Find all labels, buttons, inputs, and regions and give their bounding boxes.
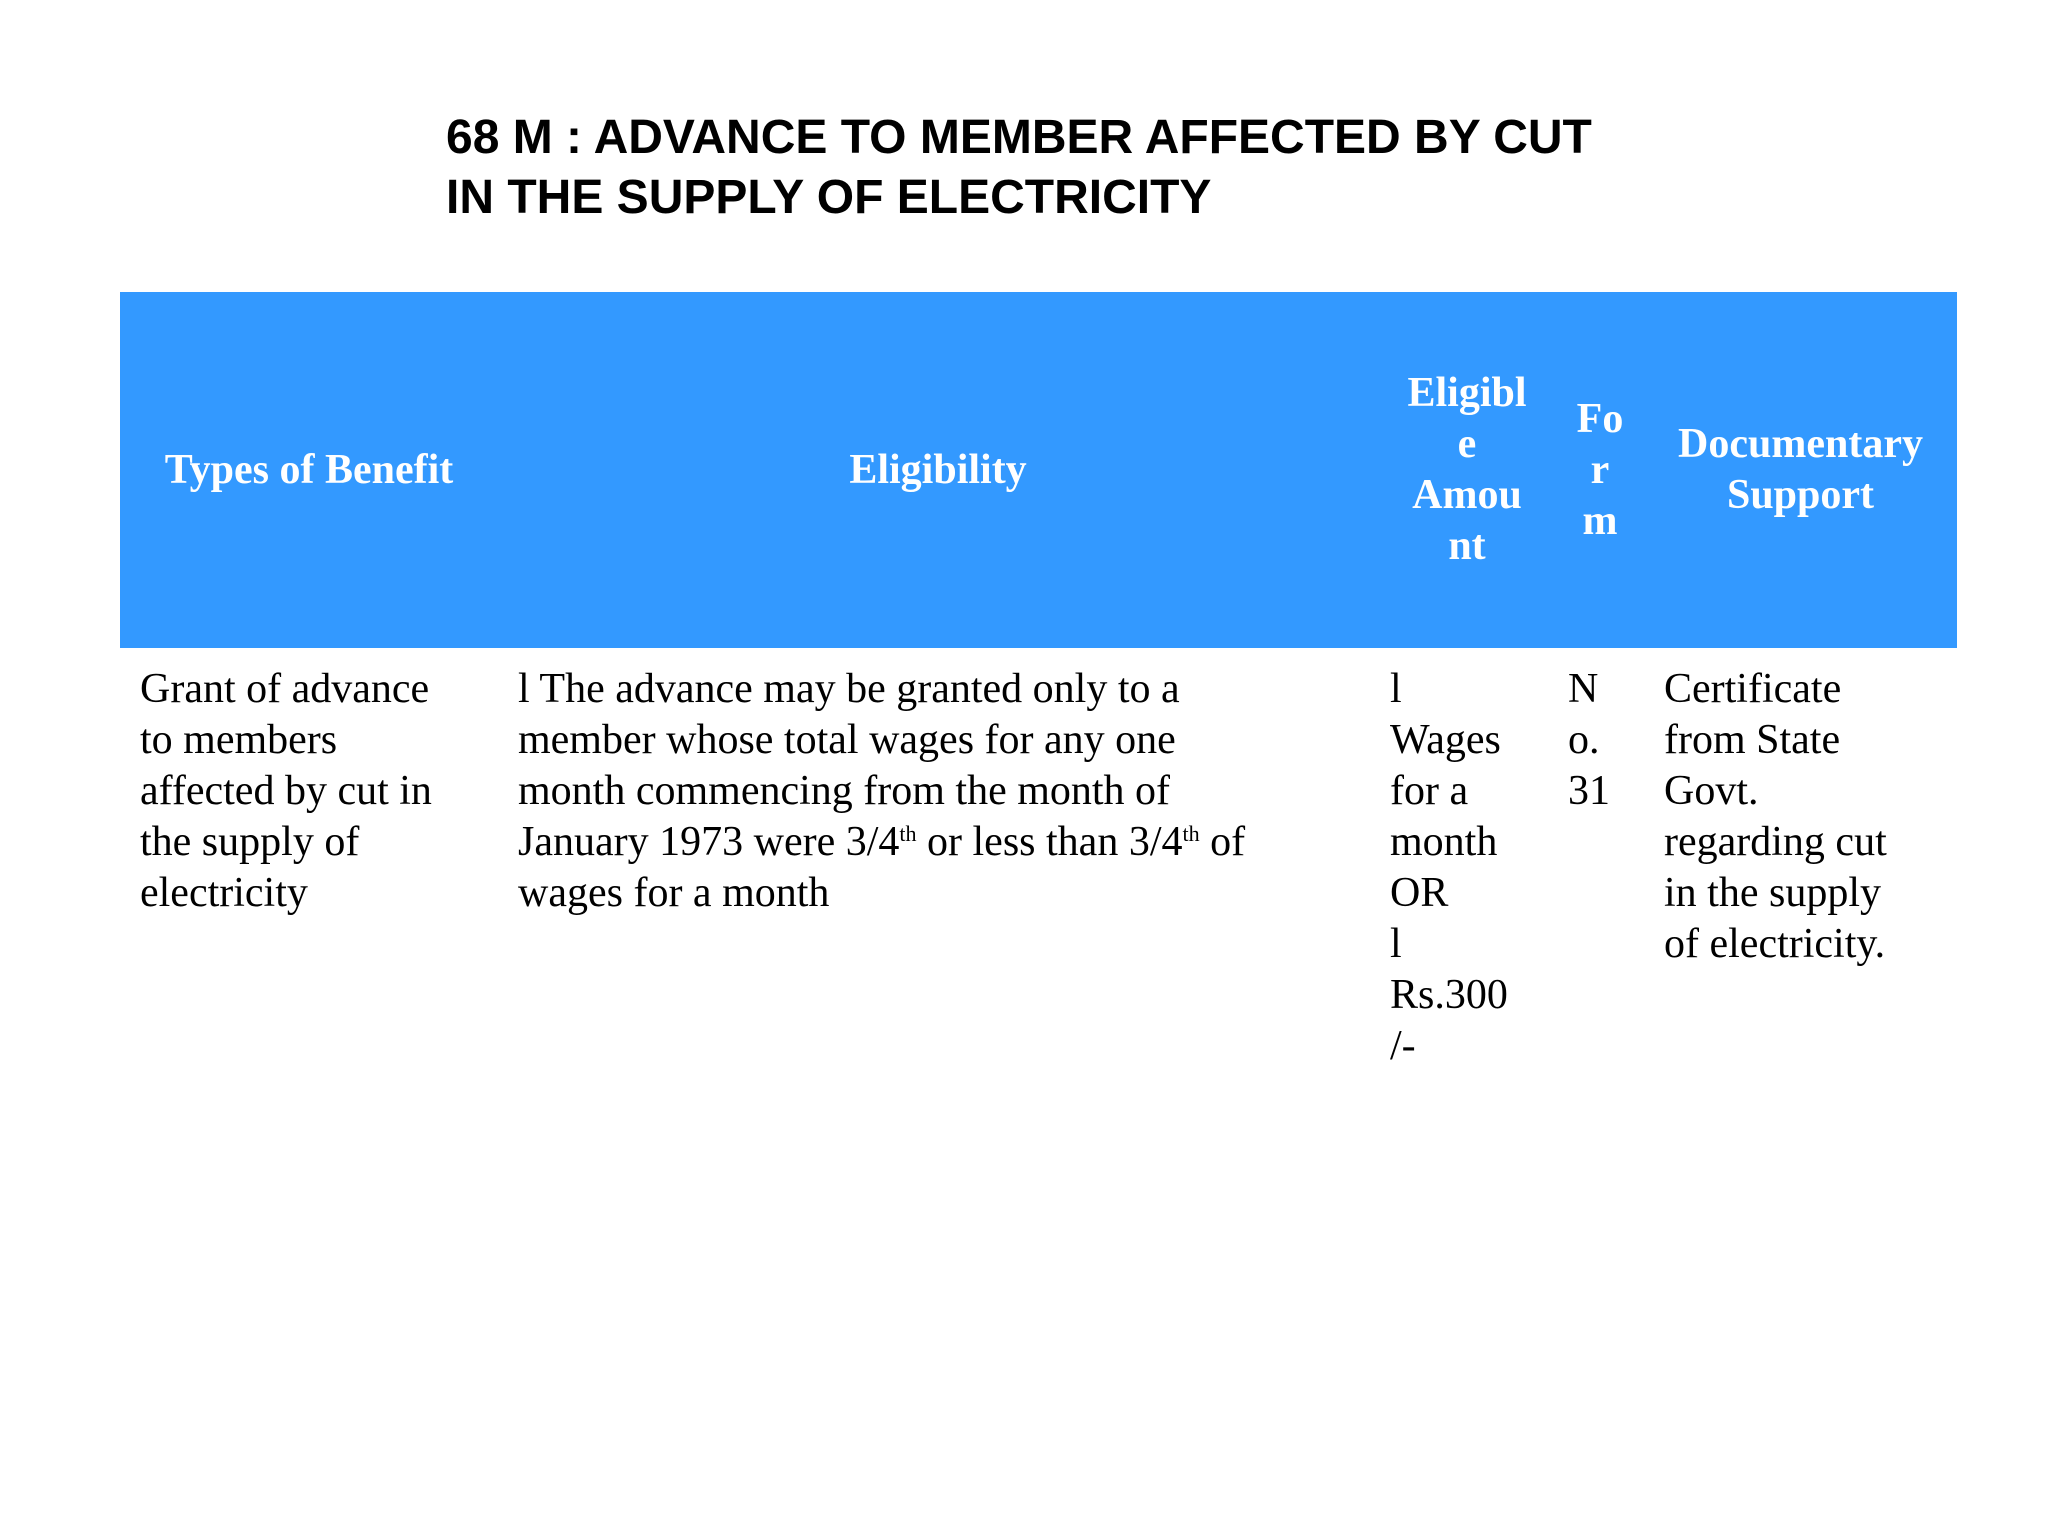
cell-type-of-benefit: Grant of advance to members affected by … <box>140 666 432 916</box>
header-documentary-support: Documentary Support <box>1678 421 1923 518</box>
header-form: Fo r m <box>1576 395 1624 544</box>
eligibility-line-4: January 1973 were 3/4th or less than 3/4… <box>518 819 1246 865</box>
title-line-1: 68 M : ADVANCE TO MEMBER AFFECTED BY CUT <box>446 111 1592 164</box>
table-row: Grant of advance to members affected by … <box>120 648 1957 1072</box>
cell-eligibility: l The advance may be granted only to a m… <box>498 648 1378 1072</box>
benefit-table: Types of Benefit Eligibility Eligibl e A… <box>120 292 1957 1072</box>
title-line-2: IN THE SUPPLY OF ELECTRICITY <box>446 171 1212 224</box>
table-header-row: Types of Benefit Eligibility Eligibl e A… <box>120 292 1957 648</box>
page-title: 68 M : ADVANCE TO MEMBER AFFECTED BY CUT… <box>446 108 1846 228</box>
cell-documentary-support: Certificate from State Govt. regarding c… <box>1664 666 1887 967</box>
cell-form: N o. 31 <box>1568 666 1610 814</box>
header-types-of-benefit: Types of Benefit <box>164 446 454 493</box>
cell-eligible-amount: l Wages for a month OR l Rs.300 /- <box>1390 666 1508 1069</box>
header-eligible-amount: Eligibl e Amou nt <box>1407 370 1527 569</box>
header-eligibility: Eligibility <box>849 446 1027 493</box>
